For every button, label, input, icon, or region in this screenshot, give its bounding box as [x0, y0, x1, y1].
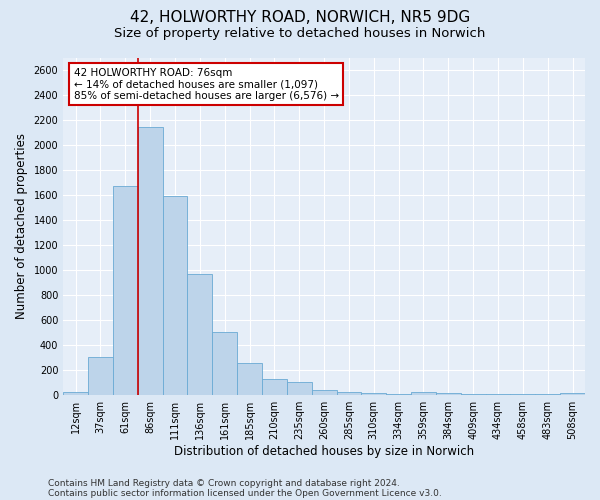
Bar — [163, 196, 187, 394]
Bar — [560, 393, 585, 394]
Bar — [287, 382, 311, 394]
Bar — [337, 392, 361, 394]
Bar — [262, 379, 287, 394]
Bar — [88, 357, 113, 395]
Text: 42 HOLWORTHY ROAD: 76sqm
← 14% of detached houses are smaller (1,097)
85% of sem: 42 HOLWORTHY ROAD: 76sqm ← 14% of detach… — [74, 68, 339, 101]
Text: 42, HOLWORTHY ROAD, NORWICH, NR5 9DG: 42, HOLWORTHY ROAD, NORWICH, NR5 9DG — [130, 10, 470, 25]
Bar — [311, 390, 337, 394]
Bar — [411, 392, 436, 394]
Bar — [187, 274, 212, 394]
Bar — [212, 332, 237, 394]
Text: Contains public sector information licensed under the Open Government Licence v3: Contains public sector information licen… — [48, 488, 442, 498]
Bar — [361, 393, 386, 394]
Bar — [138, 128, 163, 394]
Bar — [237, 364, 262, 394]
Bar — [63, 392, 88, 394]
Text: Contains HM Land Registry data © Crown copyright and database right 2024.: Contains HM Land Registry data © Crown c… — [48, 478, 400, 488]
Y-axis label: Number of detached properties: Number of detached properties — [15, 133, 28, 319]
Text: Size of property relative to detached houses in Norwich: Size of property relative to detached ho… — [115, 28, 485, 40]
Bar — [113, 186, 138, 394]
X-axis label: Distribution of detached houses by size in Norwich: Distribution of detached houses by size … — [174, 444, 474, 458]
